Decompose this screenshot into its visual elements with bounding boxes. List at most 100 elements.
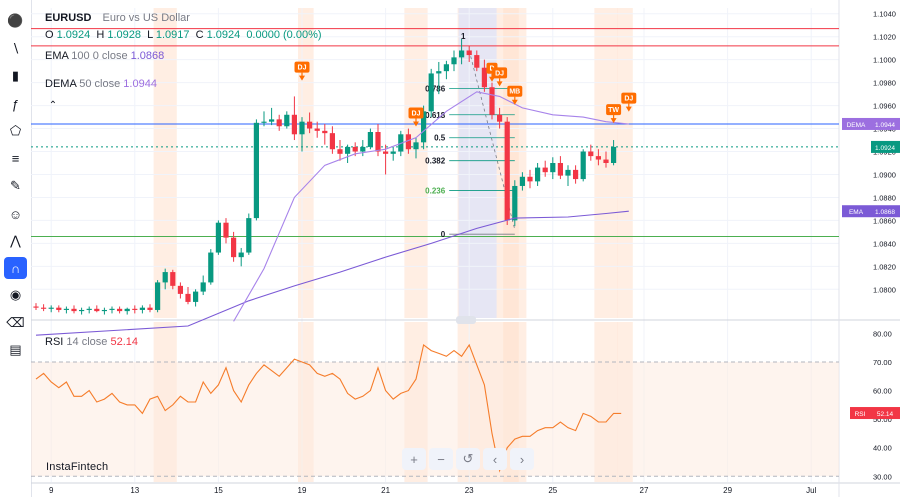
rsi-tag-label: RSI	[855, 411, 866, 418]
brush-icon[interactable]: ✎	[10, 178, 21, 193]
candle-body	[223, 222, 229, 238]
candle-body	[573, 169, 579, 180]
candle-body	[527, 176, 533, 182]
signal-label: DJ	[495, 70, 504, 77]
candle-body	[231, 237, 237, 258]
session-band-main	[153, 8, 177, 318]
fx-indicator-icon[interactable]: ƒ	[11, 96, 20, 112]
candle-tool-icon[interactable]: ▮	[11, 68, 20, 83]
scroll-right-button[interactable]: ›	[510, 448, 534, 470]
candle-body	[504, 121, 510, 221]
session-band-main	[404, 8, 428, 318]
price-tick-label: 1.0900	[873, 170, 896, 179]
signal-label: DJ	[412, 111, 421, 118]
rsi-tick-label: 70.00	[873, 358, 892, 367]
delete-icon[interactable]: ⌫	[6, 315, 25, 330]
zoom-out-button[interactable]: −	[429, 448, 453, 470]
pattern-icon[interactable]: ⋀	[10, 233, 21, 248]
candle-body	[413, 142, 419, 150]
candle-body	[329, 133, 335, 150]
ema-legend[interactable]: EMA 100 0 close 1.0868	[45, 50, 164, 62]
signal-label: DJ	[624, 96, 633, 103]
candle-body	[443, 64, 449, 72]
screenshot-icon[interactable]: ▤	[9, 342, 22, 357]
candle-body	[246, 218, 252, 253]
candle-body	[375, 132, 381, 152]
time-tick-label: Jul	[806, 486, 816, 495]
open-label: O	[45, 29, 54, 41]
high-label: H	[96, 29, 105, 41]
candle-body	[611, 146, 617, 163]
collapse-legend-button[interactable]: ⌃	[48, 100, 58, 111]
signal-label: D	[489, 66, 494, 73]
price-tick-label: 1.0840	[873, 239, 896, 248]
candle-body	[155, 282, 161, 310]
fib-top-label: 1	[461, 32, 466, 41]
rsi-legend[interactable]: RSI 14 close 52.14	[45, 336, 138, 348]
dema-params: 50 close	[79, 78, 121, 90]
signal-badge	[408, 107, 424, 119]
dema-price-tag-value-box	[871, 117, 900, 130]
shapes-icon[interactable]: ⬠	[9, 123, 22, 138]
time-tick-label: 9	[49, 486, 54, 495]
dema-legend[interactable]: DEMA 50 close 1.0944	[45, 78, 157, 90]
time-tick-label: 25	[548, 486, 557, 495]
scroll-left-button[interactable]: ‹	[483, 448, 507, 470]
candle-body	[459, 50, 465, 58]
chart-type-icon[interactable]: ⚫	[7, 13, 24, 28]
fib-zone-highlight	[458, 8, 497, 318]
trend-line-icon[interactable]: ∖	[11, 41, 20, 56]
candle-body	[132, 308, 138, 310]
signal-badge	[492, 67, 508, 79]
candle-body	[291, 114, 297, 135]
signal-arrow	[625, 106, 632, 112]
candle-body	[177, 285, 183, 294]
candle-body	[481, 67, 487, 88]
reset-chart-button[interactable]: ↺	[456, 448, 480, 470]
hide-drawings-icon[interactable]: ◉	[9, 287, 22, 302]
candle-body	[489, 87, 495, 115]
candle-body	[603, 159, 609, 163]
ema-name: EMA	[45, 50, 69, 62]
candle-body	[314, 128, 320, 131]
price-tick-label: 1.0980	[873, 79, 896, 88]
rsi-name: RSI	[45, 336, 64, 348]
signal-badge	[294, 61, 310, 73]
candle-body	[284, 114, 290, 127]
candle-body	[48, 307, 54, 309]
candle-body	[101, 309, 107, 312]
candle-body	[109, 308, 115, 310]
rsi-params: 14 close	[66, 336, 108, 348]
candle-body	[337, 149, 343, 154]
signal-arrow	[496, 81, 503, 87]
candle-body	[360, 146, 366, 152]
close-label: C	[195, 29, 204, 41]
price-tick-label: 1.1040	[873, 10, 896, 19]
signal-label: TW	[608, 107, 619, 114]
last-price-value: 1.0924	[875, 145, 895, 152]
fib-tool-icon[interactable]: ≡	[11, 150, 20, 166]
rsi-tick-label: 80.00	[873, 329, 892, 338]
signal-badge	[507, 85, 523, 97]
candle-body	[86, 308, 92, 310]
price-tick-label: 1.1020	[873, 33, 896, 42]
zoom-in-button[interactable]: +	[402, 448, 426, 470]
candle-body	[208, 252, 214, 283]
fib-trend-line	[468, 50, 516, 230]
emoji-icon[interactable]: ☺	[8, 206, 23, 222]
price-tick-label: 1.0960	[873, 102, 896, 111]
pane-resize-handle[interactable]	[456, 316, 476, 324]
rsi-value: 52.14	[110, 336, 138, 348]
candle-body	[580, 151, 586, 180]
candle-body	[565, 169, 571, 176]
candle-body	[238, 252, 244, 258]
candle-body	[117, 308, 123, 312]
candle-body	[299, 121, 305, 135]
price-tick-label: 1.1000	[873, 56, 896, 65]
magnet-icon[interactable]: ∩	[4, 257, 27, 279]
price-tick-label: 1.0880	[873, 193, 896, 202]
rsi-tick-label: 50.00	[873, 415, 892, 424]
candle-body	[345, 146, 351, 154]
